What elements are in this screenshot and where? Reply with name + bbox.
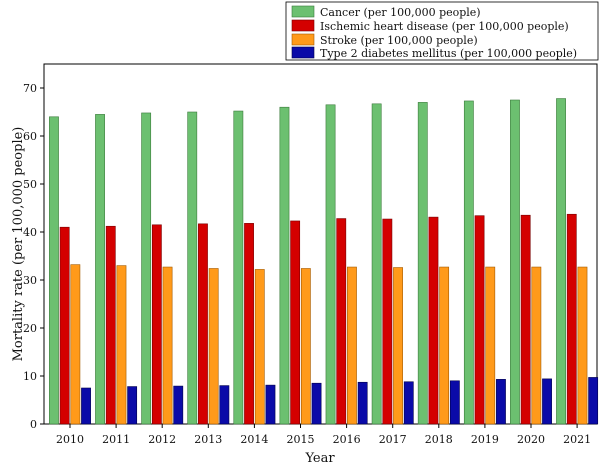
x-axis-title: Year bbox=[304, 451, 335, 466]
x-tick-label-2014: 2014 bbox=[240, 433, 268, 446]
bar-stroke-2019 bbox=[485, 266, 496, 425]
bar-ischemic-2018 bbox=[428, 216, 439, 425]
bar-cancer-2014 bbox=[233, 110, 244, 425]
y-axis: 0 10 20 30 40 50 60 70 bbox=[23, 82, 44, 431]
y-tick-label-30: 30 bbox=[23, 274, 37, 287]
x-tick-label-2018: 2018 bbox=[425, 433, 453, 446]
x-tick-label-2017: 2017 bbox=[379, 433, 407, 446]
bar-ischemic-2014 bbox=[244, 223, 254, 425]
bar-ischemic-2020 bbox=[520, 214, 531, 425]
bar-cancer-2010 bbox=[49, 116, 59, 425]
y-tick-label-50: 50 bbox=[23, 178, 37, 191]
bar-ischemic-2019 bbox=[474, 215, 485, 425]
bar-ischemic-2010 bbox=[59, 226, 70, 425]
x-tick-label-2015: 2015 bbox=[287, 433, 315, 446]
bar-stroke-2018 bbox=[439, 266, 450, 425]
legend-swatch-diabetes bbox=[291, 46, 315, 59]
bar-ischemic-2017 bbox=[382, 218, 393, 425]
bar-stroke-2011 bbox=[116, 265, 127, 425]
bar-cancer-2015 bbox=[279, 106, 290, 425]
bars-layer bbox=[49, 98, 599, 425]
y-axis-title: Mortality rate (per 100,000 people) bbox=[11, 127, 26, 362]
bar-diabetes-2012 bbox=[173, 385, 184, 425]
bar-stroke-2012 bbox=[162, 266, 173, 425]
x-tick-label-2011: 2011 bbox=[102, 433, 130, 446]
bar-stroke-2016 bbox=[347, 266, 357, 425]
bar-stroke-2020 bbox=[531, 266, 542, 425]
bar-diabetes-2013 bbox=[219, 385, 230, 425]
bar-diabetes-2017 bbox=[403, 381, 414, 425]
bar-cancer-2013 bbox=[187, 111, 198, 425]
bar-cancer-2012 bbox=[141, 112, 152, 425]
legend-swatch-cancer bbox=[291, 5, 315, 18]
legend-label-diabetes: Type 2 diabetes mellitus (per 100,000 pe… bbox=[320, 47, 577, 60]
y-tick-label-70: 70 bbox=[23, 82, 37, 95]
bar-diabetes-2021 bbox=[588, 377, 599, 425]
legend-swatch-stroke bbox=[291, 33, 315, 46]
bar-ischemic-2016 bbox=[336, 218, 347, 425]
bar-ischemic-2011 bbox=[105, 225, 116, 425]
legend-label-stroke: Stroke (per 100,000 people) bbox=[320, 34, 478, 47]
bar-cancer-2021 bbox=[556, 98, 566, 425]
bar-cancer-2019 bbox=[463, 100, 474, 425]
legend-label-cancer: Cancer (per 100,000 people) bbox=[320, 6, 481, 19]
bar-diabetes-2014 bbox=[265, 384, 276, 425]
bar-stroke-2021 bbox=[577, 266, 588, 425]
bar-cancer-2017 bbox=[371, 103, 382, 425]
bar-diabetes-2016 bbox=[357, 381, 368, 425]
bar-stroke-2015 bbox=[300, 268, 311, 425]
bar-diabetes-2018 bbox=[449, 380, 460, 425]
x-tick-label-2021: 2021 bbox=[563, 433, 591, 446]
legend: Cancer (per 100,000 people) Ischemic hea… bbox=[285, 1, 599, 61]
y-tick-label-10: 10 bbox=[23, 370, 37, 383]
legend-swatch-ischemic bbox=[291, 19, 315, 32]
bar-diabetes-2010 bbox=[81, 387, 91, 425]
bar-ischemic-2015 bbox=[290, 220, 301, 425]
bar-cancer-2020 bbox=[510, 99, 520, 425]
bar-stroke-2014 bbox=[254, 269, 265, 425]
bar-stroke-2017 bbox=[393, 267, 403, 425]
bar-cancer-2016 bbox=[325, 104, 336, 425]
y-tick-label-20: 20 bbox=[23, 322, 37, 335]
bar-diabetes-2020 bbox=[542, 378, 552, 425]
y-tick-label-60: 60 bbox=[23, 130, 37, 143]
bar-diabetes-2011 bbox=[127, 386, 138, 425]
x-axis: 2010 2011 2012 2013 2014 2015 2016 2017 2018 2019… bbox=[56, 424, 591, 446]
x-tick-label-2020: 2020 bbox=[517, 433, 545, 446]
x-tick-label-2019: 2019 bbox=[471, 433, 499, 446]
bar-stroke-2010 bbox=[70, 264, 81, 425]
x-tick-label-2012: 2012 bbox=[148, 433, 176, 446]
bar-ischemic-2013 bbox=[198, 223, 208, 425]
bar-ischemic-2012 bbox=[151, 224, 162, 425]
bar-diabetes-2015 bbox=[311, 382, 322, 425]
bar-cancer-2011 bbox=[95, 114, 105, 425]
x-tick-label-2013: 2013 bbox=[194, 433, 222, 446]
bar-diabetes-2019 bbox=[496, 379, 506, 425]
legend-label-ischemic: Ischemic heart disease (per 100,000 peop… bbox=[320, 20, 569, 33]
bar-ischemic-2021 bbox=[566, 213, 577, 425]
bar-cancer-2018 bbox=[417, 102, 428, 425]
x-tick-label-2016: 2016 bbox=[333, 433, 361, 446]
y-tick-label-40: 40 bbox=[23, 226, 37, 239]
y-tick-label-0: 0 bbox=[30, 418, 37, 431]
bar-stroke-2013 bbox=[208, 268, 219, 425]
x-tick-label-2010: 2010 bbox=[56, 433, 84, 446]
legend-box bbox=[285, 1, 599, 61]
